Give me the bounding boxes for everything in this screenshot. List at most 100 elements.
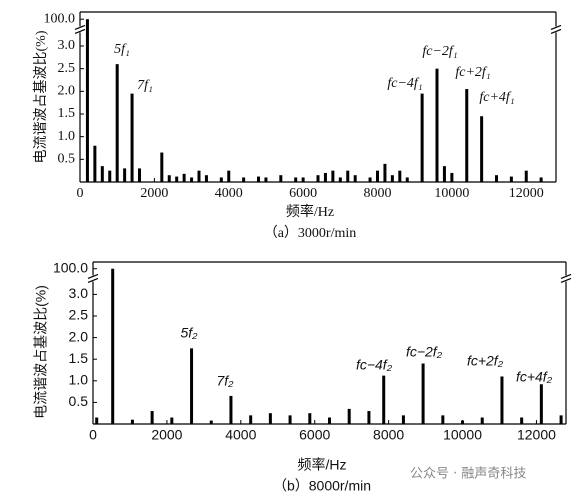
- bar: [353, 175, 357, 182]
- y-tick-label: 1.0: [69, 372, 89, 388]
- annotation: fc+4f₂: [516, 369, 553, 385]
- bar: [405, 177, 409, 182]
- x-tick-label: 4000: [225, 427, 256, 443]
- bar: [465, 89, 469, 182]
- y-tick-label: 2.0: [58, 84, 76, 99]
- y-tick-label: 1.5: [69, 350, 89, 366]
- bar: [115, 64, 119, 182]
- y-axis-title: 电流谐波占基波比(%): [32, 30, 49, 163]
- bar: [190, 348, 194, 424]
- bar: [331, 170, 335, 182]
- bar: [279, 175, 283, 182]
- bar: [539, 384, 543, 424]
- bar: [100, 166, 104, 182]
- y-axis-title: 电流谐波占基波比(%): [33, 285, 49, 419]
- annotation: 7f₁: [137, 78, 153, 93]
- x-axis-title: 频率/Hz: [286, 203, 334, 220]
- caption: （a）3000r/min: [264, 225, 357, 241]
- x-tick-label: 12000: [517, 427, 556, 443]
- bar: [111, 268, 115, 424]
- bar: [167, 175, 171, 182]
- axis-break: [560, 273, 572, 279]
- bar: [308, 413, 312, 424]
- bar: [441, 415, 445, 424]
- bar: [268, 413, 272, 424]
- watermark: 公众号 · 融声奇科技: [410, 466, 526, 482]
- x-tick-label: 6000: [299, 427, 330, 443]
- bar: [383, 163, 387, 182]
- bar: [382, 375, 386, 424]
- bar: [346, 170, 350, 182]
- bar: [420, 93, 424, 182]
- bar: [130, 93, 134, 182]
- y-tick-label: 2.5: [58, 61, 76, 76]
- caption: （b）8000r/min: [273, 478, 371, 494]
- bar: [480, 417, 484, 424]
- axis-break: [550, 24, 562, 30]
- chart: 0.5 1.0 1.5 2.0 2.5 3.0 100.0 0 2000 4000 6000 8000…: [32, 11, 562, 241]
- y-tick-label: 0.5: [69, 393, 89, 409]
- bar: [559, 415, 563, 424]
- annotation: fc−4f₂: [356, 357, 393, 373]
- y-tick-label: 1.5: [58, 106, 76, 121]
- annotation: fc−2f₂: [406, 344, 443, 360]
- bar: [175, 176, 179, 182]
- axis-break: [74, 28, 86, 34]
- x-tick-label: 10000: [434, 186, 469, 201]
- bar: [435, 68, 439, 182]
- bar: [190, 177, 194, 182]
- bar: [242, 177, 246, 182]
- bar: [421, 363, 425, 424]
- x-tick-label: 12000: [509, 186, 544, 201]
- bar: [93, 145, 97, 182]
- annotation: fc−4f₁: [387, 76, 422, 91]
- bar: [108, 170, 112, 182]
- bar: [288, 415, 292, 424]
- y-tick-label: 100.0: [44, 11, 76, 26]
- annotation: 7f₂: [216, 373, 234, 389]
- bar: [229, 395, 233, 424]
- bar: [376, 170, 379, 182]
- bar: [520, 417, 524, 424]
- annotation: fc+4f₁: [479, 90, 514, 105]
- y-tick-label: 2.0: [69, 328, 89, 344]
- bar: [338, 177, 342, 182]
- bar: [442, 166, 446, 182]
- bar: [249, 415, 253, 424]
- bar: [130, 419, 134, 424]
- bar: [323, 172, 327, 182]
- axis-break: [74, 24, 86, 30]
- bar: [398, 170, 402, 182]
- y-tick-label: 1.0: [58, 129, 76, 144]
- y-tick-label: 0.5: [58, 152, 76, 167]
- annotation: fc−2f₁: [422, 44, 457, 59]
- bar: [495, 175, 498, 182]
- x-tick-label: 8000: [373, 427, 404, 443]
- bar: [301, 177, 305, 182]
- x-tick-label: 8000: [364, 186, 392, 201]
- bar: [401, 415, 405, 424]
- bar: [461, 420, 465, 424]
- bar: [509, 176, 513, 182]
- x-tick-label: 0: [77, 186, 84, 201]
- bar: [197, 170, 201, 182]
- x-tick-label: 4000: [215, 186, 243, 201]
- x-axis-title: 频率/Hz: [298, 457, 347, 473]
- bar: [368, 177, 372, 182]
- bar: [328, 417, 331, 424]
- bar: [367, 411, 371, 424]
- bar: [524, 170, 528, 182]
- x-tick-label: 6000: [289, 186, 317, 201]
- bar: [227, 170, 231, 182]
- bar: [204, 175, 208, 182]
- bar: [219, 177, 223, 182]
- bar: [390, 175, 394, 182]
- bar: [500, 376, 504, 424]
- bar: [347, 408, 351, 424]
- axis-break: [550, 28, 562, 34]
- bar: [316, 175, 320, 182]
- bar: [539, 177, 543, 182]
- bar: [264, 177, 268, 182]
- bar: [257, 176, 260, 182]
- y-tick-label: 100.0: [53, 259, 88, 275]
